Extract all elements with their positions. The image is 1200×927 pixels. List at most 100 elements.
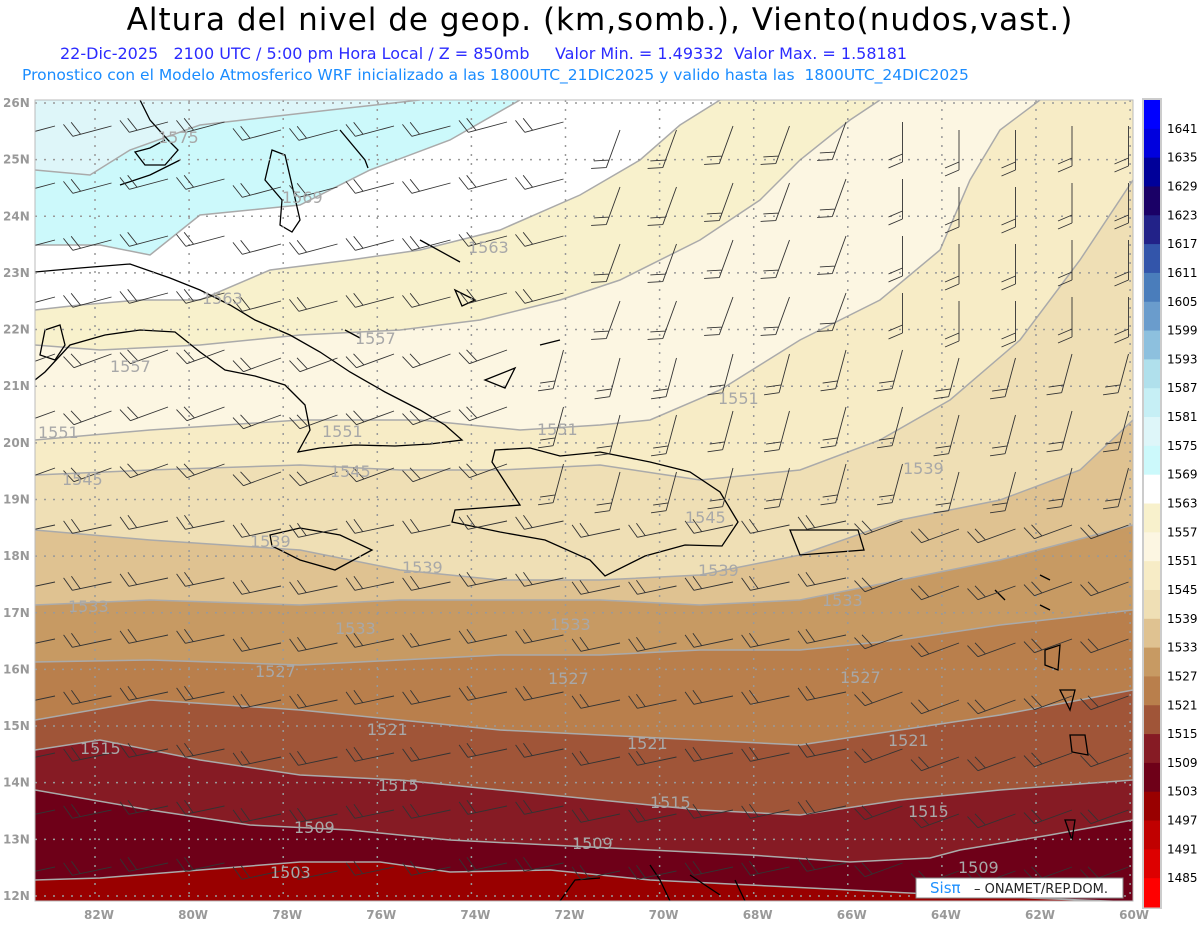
- wind-barb: [684, 518, 734, 534]
- wind-barb: [817, 121, 847, 161]
- colorbar-swatch: [1144, 445, 1160, 476]
- contour-label: 1533: [335, 619, 376, 638]
- lon-label: 80W: [178, 908, 208, 922]
- colorbar-swatch: [1144, 330, 1160, 360]
- wind-barb: [515, 289, 564, 304]
- wind-barb: [647, 129, 677, 169]
- wind-barb: [119, 289, 169, 304]
- lat-label: 24N: [3, 209, 30, 223]
- wind-barb: [628, 522, 677, 538]
- wind-barb: [515, 799, 564, 815]
- wind-barb: [944, 244, 960, 291]
- wind-barb: [1114, 240, 1129, 287]
- wind-barb: [741, 632, 790, 648]
- contour-line: [35, 861, 1127, 901]
- coast-hispaniola: [451, 447, 739, 577]
- wind-barb: [1057, 183, 1073, 230]
- colorbar-swatch: [1144, 791, 1160, 822]
- wind-barb: [933, 357, 960, 400]
- wind-barb: [1001, 187, 1016, 234]
- wind-barb: [119, 514, 169, 530]
- credit-box: Sisπ – ONAMET/REP.DOM.: [915, 877, 1124, 899]
- wind-barb: [119, 799, 169, 815]
- wind-barb: [760, 125, 790, 165]
- wind-barb: [628, 636, 677, 652]
- wind-barb: [232, 240, 282, 255]
- wind-barb: [289, 240, 338, 255]
- wind-barb: [458, 685, 508, 701]
- colorbar-label: 1575: [1167, 439, 1198, 453]
- wind-barb: [967, 642, 1016, 658]
- wind-barb: [1023, 695, 1073, 711]
- wind-barb: [990, 471, 1016, 514]
- colorbar-label: 1629: [1167, 179, 1198, 193]
- colorbar-swatch: [1144, 762, 1160, 793]
- lat-label: 21N: [3, 379, 30, 393]
- wind-barb: [967, 699, 1016, 715]
- colorbar-swatch: [1144, 820, 1160, 850]
- wind-barb: [910, 699, 960, 715]
- contour-label: 1521: [367, 720, 408, 739]
- colorbar-frame: [1142, 98, 1162, 909]
- wind-barb: [345, 353, 395, 369]
- wind-barb: [63, 632, 112, 648]
- colorbar-label: 1569: [1167, 468, 1198, 482]
- wind-barb: [591, 243, 621, 283]
- wind-barb: [63, 803, 112, 819]
- wind-barb: [345, 689, 395, 705]
- wind-barb: [289, 864, 338, 880]
- wind-barb: [888, 179, 903, 226]
- wind-barb: [119, 175, 169, 190]
- map-frame: [34, 99, 1134, 902]
- coast-lesser-antilles: [994, 574, 1089, 841]
- wind-barb: [289, 471, 338, 487]
- wind-barb: [458, 349, 508, 365]
- wind-barb: [176, 685, 225, 701]
- colorbar-swatch: [1144, 705, 1160, 735]
- wind-barb: [933, 414, 960, 457]
- lat-label: 19N: [3, 492, 30, 506]
- wind-barb: [707, 467, 734, 510]
- wind-barb: [571, 522, 621, 538]
- contour-label: 1509: [958, 858, 999, 877]
- wind-barb: [35, 353, 56, 369]
- wind-barb: [119, 628, 169, 644]
- colorbar-label: 1605: [1167, 295, 1198, 309]
- contour-label: 1551: [322, 422, 363, 441]
- wind-barb: [35, 179, 56, 194]
- wind-barb: [1001, 244, 1016, 291]
- wind-barb: [741, 803, 790, 819]
- colorbar-label: 1503: [1167, 785, 1198, 799]
- contour-label: 1545: [62, 470, 103, 489]
- wind-barb: [458, 175, 508, 190]
- wind-barb: [176, 742, 225, 758]
- colorbar-label: 1623: [1167, 208, 1198, 222]
- wind-barb: [760, 239, 790, 279]
- wind-barb: [345, 746, 395, 762]
- colorbar-swatch: [1144, 359, 1160, 389]
- colorbar-label: 1497: [1167, 814, 1198, 828]
- contour-label: 1551: [38, 423, 79, 442]
- wind-barb: [704, 182, 734, 222]
- contour-line: [35, 739, 1133, 816]
- wind-barb: [1080, 809, 1129, 825]
- contour-label: 1545: [330, 462, 371, 481]
- contour-label: 1563: [468, 238, 509, 257]
- colorbar-swatch: [1144, 734, 1160, 764]
- coast-cuba: [35, 263, 464, 453]
- wind-barb: [35, 293, 56, 308]
- wind-barb: [1023, 581, 1073, 597]
- contour-label: 1539: [402, 558, 443, 577]
- contour-line: [35, 100, 721, 311]
- wind-barb: [651, 357, 677, 400]
- wind-barb: [741, 860, 790, 876]
- wind-barb: [910, 528, 960, 544]
- wind-barb: [176, 856, 225, 872]
- wind-barb: [289, 126, 338, 141]
- wind-barb: [854, 748, 903, 764]
- wind-barb: [232, 357, 282, 373]
- wind-barb: [967, 585, 1016, 601]
- contour-label: 1515: [908, 802, 949, 821]
- wind-barb: [63, 518, 112, 534]
- colorbar-swatch: [1144, 301, 1160, 332]
